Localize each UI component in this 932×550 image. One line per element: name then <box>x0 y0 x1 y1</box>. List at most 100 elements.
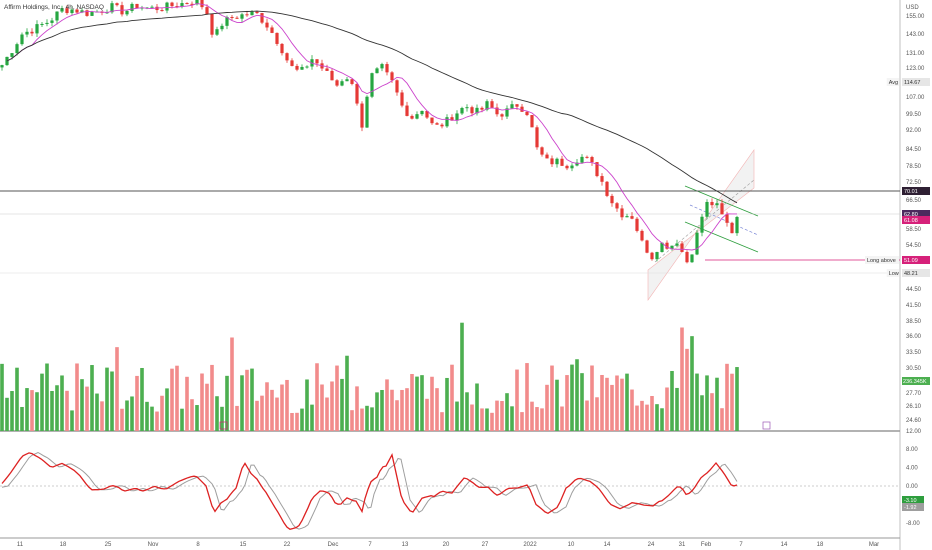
candle <box>710 201 714 206</box>
candle <box>640 230 644 241</box>
volume-bar <box>635 405 639 431</box>
volume-bar <box>145 401 149 431</box>
price-tick-label: 30.50 <box>906 366 922 372</box>
candle <box>665 242 669 249</box>
candle <box>725 214 729 223</box>
volume-bar <box>60 375 64 431</box>
volume-bar <box>320 384 324 431</box>
candle <box>460 107 464 114</box>
volume-bar <box>310 404 314 431</box>
volume-bar <box>645 404 649 431</box>
volume-bar <box>25 388 29 431</box>
volume-bar <box>665 387 669 431</box>
volume-bar <box>355 386 359 431</box>
time-tick-label: 7 <box>739 542 743 548</box>
candle <box>655 252 659 260</box>
candle <box>505 108 509 117</box>
volume-bar <box>690 336 694 431</box>
volume-tag <box>902 377 930 385</box>
volume-bar <box>525 363 529 431</box>
candle <box>5 56 9 66</box>
candle <box>255 11 259 14</box>
candle <box>240 14 244 19</box>
candle <box>10 53 14 57</box>
time-tick-label: 11 <box>17 542 24 548</box>
volume-bar <box>730 373 734 431</box>
candle <box>40 23 44 25</box>
price-marker-label-box <box>886 269 899 277</box>
volume-bar <box>165 388 169 431</box>
volume-bar <box>170 368 174 431</box>
chart-title: Affirm Holdings, Inc., 4h, NASDAQ <box>4 4 104 11</box>
volume-bar <box>190 399 194 431</box>
volume-bar <box>90 365 94 431</box>
volume-bar <box>445 377 449 431</box>
candle <box>25 31 29 35</box>
candle <box>410 115 414 119</box>
price-tick-label: 24.60 <box>906 418 922 424</box>
candle <box>70 9 74 14</box>
volume-bar <box>490 412 494 431</box>
candle <box>580 156 584 163</box>
candle <box>555 158 559 165</box>
price-marker-tag <box>902 210 930 218</box>
volume-bar <box>85 386 89 431</box>
price-tick-label: 8.00 <box>906 447 918 453</box>
candle <box>495 107 499 115</box>
volume-bar <box>640 400 644 431</box>
oscillator-tag <box>902 503 924 511</box>
flag-midline <box>689 204 759 236</box>
volume-bar <box>95 393 99 431</box>
candle <box>595 162 599 177</box>
volume-bar <box>410 373 414 431</box>
candle <box>90 12 94 16</box>
candle <box>295 65 299 70</box>
volume-bar <box>675 387 679 431</box>
candle <box>420 110 424 115</box>
volume-bar <box>515 369 519 431</box>
currency-label: USD <box>906 5 919 11</box>
volume-bar <box>555 379 559 431</box>
price-marker-tag <box>902 187 930 195</box>
volume-bar <box>370 407 374 431</box>
candle <box>600 176 604 182</box>
volume-tag-value: 236.345K <box>903 379 927 385</box>
candle <box>250 11 254 16</box>
earnings-event-icon[interactable] <box>219 421 228 430</box>
candle <box>635 218 639 231</box>
volume-bar <box>140 367 144 431</box>
candle <box>65 8 69 14</box>
volume-bar <box>715 377 719 431</box>
candle <box>525 111 529 116</box>
price-marker-label: Avg <box>889 80 898 86</box>
slow-moving-average <box>6 10 738 204</box>
candle <box>515 104 519 107</box>
candle <box>265 22 269 28</box>
volume-bar <box>505 393 509 431</box>
volume-bar <box>215 396 219 431</box>
candle <box>715 203 719 206</box>
volume-bar <box>485 408 489 431</box>
volume-bar <box>20 406 24 431</box>
volume-bar <box>545 384 549 431</box>
candle <box>155 6 159 11</box>
volume-bar <box>0 363 4 431</box>
candle <box>160 10 164 12</box>
price-marker-value: 114.67 <box>904 80 920 86</box>
volume-bar <box>720 408 724 431</box>
candle <box>720 203 724 215</box>
oscillator <box>1 451 738 531</box>
candle <box>575 162 579 166</box>
candle <box>270 27 274 33</box>
volume-bar <box>535 407 539 431</box>
volume-bar <box>450 364 454 431</box>
volume-bar <box>335 365 339 431</box>
candle <box>415 114 419 119</box>
time-tick-label: 8 <box>196 542 200 548</box>
candle <box>55 11 59 21</box>
volume-bar <box>300 408 304 431</box>
volume-bar <box>385 379 389 431</box>
volume-bar <box>550 365 554 431</box>
earnings-event-icon[interactable] <box>762 421 771 430</box>
